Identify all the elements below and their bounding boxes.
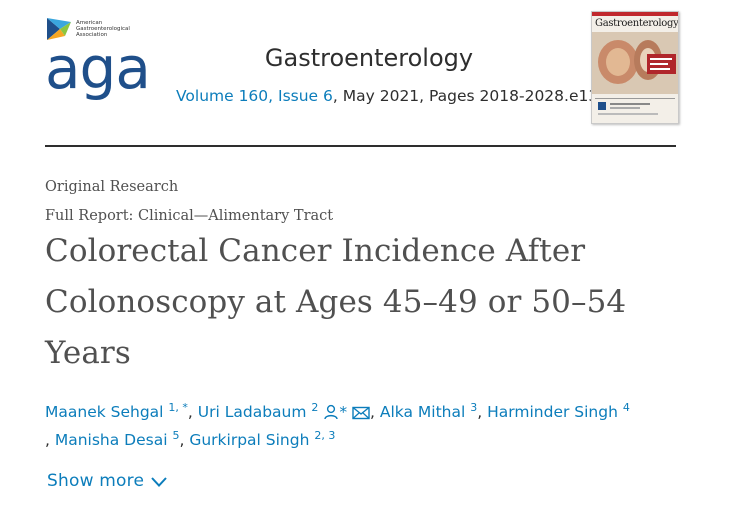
corresponding-asterisk[interactable]: *	[339, 403, 348, 421]
aga-logo[interactable]: American Gastroenterological Association…	[45, 14, 155, 106]
aga-triangle-icon	[47, 18, 71, 40]
chevron-down-icon	[151, 477, 167, 487]
article-title: Colorectal Cancer Incidence After Colono…	[45, 233, 627, 371]
logo-wordmark: aga	[45, 34, 151, 102]
journal-title: Gastroenterology	[264, 44, 474, 72]
person-icon[interactable]	[323, 404, 339, 420]
author-link[interactable]: Gurkirpal Singh 2, 3	[189, 429, 336, 449]
author-list: Maanek Sehgal 1, *, Uri Ladabaum 2 * , A…	[45, 401, 630, 449]
citation: Volume 160, Issue 6, May 2021, Pages 201…	[176, 87, 598, 105]
email-icon[interactable]	[352, 406, 370, 420]
association-name: American Gastroenterological Association	[76, 20, 130, 38]
author-link[interactable]: Maanek Sehgal 1, *	[45, 401, 188, 421]
show-more-label: Show more	[47, 471, 145, 491]
date-pages: , May 2021, Pages 2018-2028.e13	[332, 87, 599, 105]
author-link[interactable]: Alka Mithal 3	[379, 401, 478, 421]
article-type: Original Research	[45, 179, 179, 195]
cover-title: Gastroenterology	[595, 18, 679, 29]
volume-issue-link[interactable]: Volume 160, Issue 6	[176, 87, 333, 105]
article-section: Full Report: Clinical—Alimentary Tract	[45, 208, 334, 224]
author-link[interactable]: Manisha Desai 5	[54, 429, 180, 449]
header-divider	[45, 145, 676, 147]
journal-cover[interactable]: Gastroenterology	[591, 11, 679, 124]
author-link[interactable]: Harminder Singh 4	[487, 401, 630, 421]
show-more-button[interactable]: Show more	[47, 471, 168, 491]
author-link[interactable]: Uri Ladabaum 2	[197, 401, 319, 421]
cover-artwork	[592, 12, 678, 115]
